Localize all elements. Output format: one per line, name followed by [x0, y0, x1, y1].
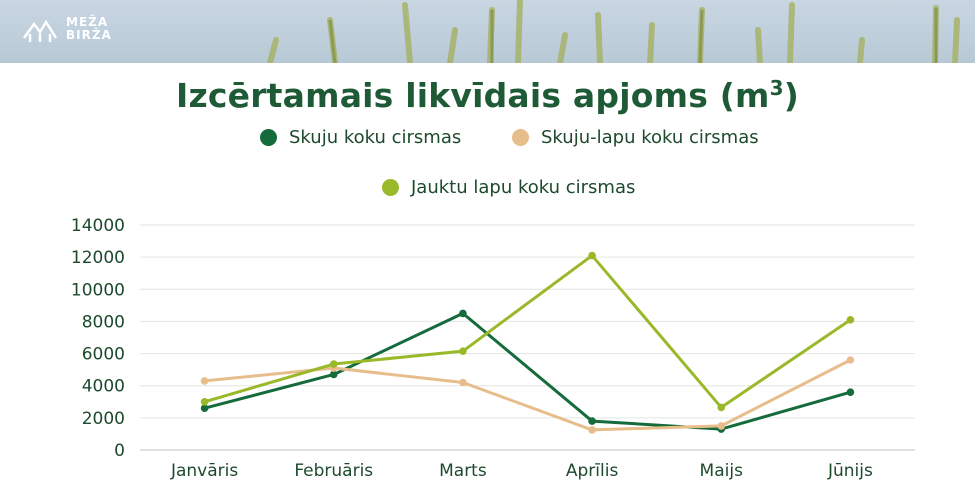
legend-item-series-3: Jauktu lapu koku cirsmas: [382, 177, 635, 198]
data-point-s3-2: [329, 360, 338, 368]
x-tick-label-1: Janvāris: [170, 461, 238, 481]
x-tick-label-3: Marts: [439, 461, 487, 481]
brand-logo: MEŽA BIRŽA: [22, 14, 112, 44]
data-point-s1-4: [588, 417, 596, 425]
data-point-s3-3: [459, 347, 467, 355]
legend-marker-series-1: [260, 129, 277, 146]
y-tick-label-6000: 6000: [82, 345, 125, 365]
y-tick-label-12000: 12000: [71, 248, 125, 268]
x-tick-label-2: Februāris: [294, 461, 373, 481]
x-tick-label-5: Maijs: [700, 461, 744, 481]
series-line-1: [204, 311, 851, 431]
y-tick-label-8000: 8000: [82, 312, 125, 332]
data-point-s1-1: [200, 404, 209, 413]
data-point-s2-3: [459, 378, 467, 387]
legend-item-series-2: Skuju-lapu koku cirsmas: [512, 127, 759, 148]
data-point-s1-2: [329, 370, 338, 379]
data-point-s1-3: [459, 309, 467, 318]
y-tick-label-10000: 10000: [71, 280, 125, 300]
legend-label-series-1: Skuju koku cirsmas: [289, 127, 462, 148]
data-point-s3-1: [200, 397, 209, 406]
y-tick-label-4000: 4000: [82, 377, 125, 397]
data-point-s2-1: [200, 377, 209, 385]
chart-title: Izcērtamais likvīdais apjoms (m3): [0, 76, 975, 115]
data-point-s2-6: [846, 356, 855, 364]
pine-banner-image: [0, 0, 975, 63]
chart-title-superscript: 3: [769, 76, 784, 100]
legend-marker-series-3: [382, 179, 399, 196]
chart-title-text: Izcērtamais likvīdais apjoms (m: [175, 76, 770, 115]
y-tick-label-14000: 14000: [71, 216, 125, 236]
legend-item-series-1: Skuju koku cirsmas: [260, 127, 461, 148]
y-tick-label-2000: 2000: [82, 409, 125, 429]
data-point-s3-5: [717, 403, 726, 412]
brand-name: MEŽA BIRŽA: [66, 16, 112, 42]
series-line-3: [204, 254, 852, 409]
legend-label-series-3: Jauktu lapu koku cirsmas: [411, 177, 636, 198]
header-banner: MEŽA BIRŽA: [0, 0, 975, 63]
x-tick-label-6: Jūnijs: [827, 461, 873, 481]
mountain-logo-icon: [22, 19, 58, 42]
chart-title-end: ): [783, 76, 800, 115]
brand-line-2: BIRŽA: [66, 28, 112, 42]
y-tick-label-0: 0: [114, 441, 125, 461]
data-point-s1-6: [846, 388, 855, 396]
data-point-s3-6: [846, 316, 855, 324]
legend-label-series-2: Skuju-lapu koku cirsmas: [541, 127, 759, 148]
brand-line-1: MEŽA: [66, 15, 109, 29]
data-point-s2-4: [588, 426, 596, 434]
x-tick-label-4: Aprīlis: [566, 461, 619, 481]
data-point-s2-5: [717, 422, 726, 430]
legend-marker-series-2: [512, 129, 529, 146]
data-point-s3-4: [588, 251, 596, 260]
